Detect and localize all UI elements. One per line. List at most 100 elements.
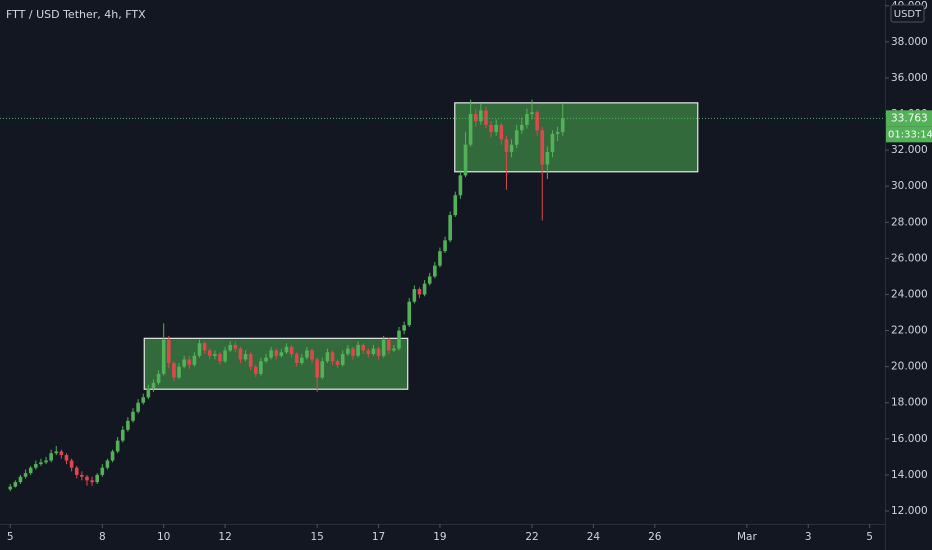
candle-body bbox=[535, 112, 539, 131]
candle-body bbox=[120, 429, 125, 441]
candle-body bbox=[177, 366, 181, 378]
candle-body bbox=[156, 373, 161, 383]
candle-body bbox=[458, 175, 463, 196]
y-tick-label: 32.000 bbox=[891, 144, 928, 156]
x-tick-label: 17 bbox=[372, 531, 385, 543]
x-tick-label: 24 bbox=[587, 531, 601, 543]
chart-title: FTT / USD Tether, 4h, FTX bbox=[6, 8, 146, 21]
candle-body bbox=[259, 361, 263, 374]
candle-body bbox=[69, 460, 74, 468]
y-tick-label: 16.000 bbox=[891, 433, 928, 445]
x-tick-label: 3 bbox=[805, 531, 812, 543]
candle-body bbox=[274, 350, 279, 356]
y-tick-label: 14.000 bbox=[891, 469, 928, 481]
candle-body bbox=[427, 276, 432, 284]
y-tick-label: 18.000 bbox=[891, 397, 928, 409]
candle-body bbox=[23, 473, 28, 477]
candle-body bbox=[34, 464, 38, 468]
countdown-tag bbox=[886, 126, 932, 143]
y-tick-label: 36.000 bbox=[891, 72, 928, 84]
candle-body bbox=[361, 345, 366, 351]
candle-body bbox=[49, 453, 53, 461]
candle-body bbox=[161, 339, 166, 374]
candle-body bbox=[59, 451, 64, 456]
x-tick-label: 19 bbox=[433, 531, 446, 543]
candle-body bbox=[448, 215, 452, 241]
candle-body bbox=[197, 343, 202, 356]
candle-body bbox=[315, 359, 319, 378]
x-tick-label: 10 bbox=[157, 531, 170, 543]
candle-body bbox=[279, 352, 284, 356]
candle-body bbox=[479, 110, 483, 122]
candle-body bbox=[115, 440, 120, 452]
candle-body bbox=[284, 346, 289, 353]
y-tick-label: 30.000 bbox=[891, 180, 928, 192]
candle-body bbox=[514, 130, 519, 145]
x-tick-label: 5 bbox=[7, 531, 14, 543]
candle-body bbox=[80, 474, 84, 477]
candle-body bbox=[39, 462, 43, 465]
candle-body bbox=[141, 397, 146, 403]
candle-body bbox=[422, 283, 427, 295]
candle-body bbox=[126, 420, 130, 430]
x-tick-label: 5 bbox=[866, 531, 873, 543]
candle-body bbox=[213, 354, 217, 356]
candle-body bbox=[100, 467, 105, 475]
x-tick-label: Mar bbox=[737, 531, 757, 543]
candle-body bbox=[356, 345, 360, 356]
candle-body bbox=[233, 345, 238, 349]
candle-body bbox=[90, 480, 94, 483]
candle-body bbox=[402, 325, 406, 331]
candle-body bbox=[223, 350, 227, 362]
candle-body bbox=[294, 354, 299, 364]
candle-body bbox=[489, 124, 493, 133]
candle-body bbox=[207, 350, 212, 356]
candle-body bbox=[417, 289, 422, 295]
candle-body bbox=[74, 467, 79, 475]
candle-body bbox=[494, 124, 499, 133]
candle-body bbox=[187, 359, 192, 365]
candle-body bbox=[289, 346, 294, 355]
x-tick-label: 26 bbox=[648, 531, 662, 543]
last-price-label: 33.763 bbox=[891, 112, 928, 124]
y-tick-label: 26.000 bbox=[891, 252, 928, 264]
candle-body bbox=[136, 402, 140, 412]
candle-body bbox=[463, 144, 468, 176]
candle-body bbox=[330, 352, 335, 362]
candle-body bbox=[264, 357, 268, 362]
candle-body bbox=[499, 124, 504, 140]
currency-label: USDT bbox=[894, 9, 922, 20]
candle-body bbox=[269, 350, 273, 358]
candle-body bbox=[131, 411, 135, 421]
candle-body bbox=[366, 350, 371, 355]
candle-body bbox=[95, 474, 99, 483]
candle-body bbox=[182, 359, 186, 367]
candle-body bbox=[386, 339, 391, 351]
candle-body bbox=[253, 366, 258, 374]
x-tick-label: 15 bbox=[310, 531, 323, 543]
candle-body bbox=[238, 348, 243, 360]
x-tick-label: 22 bbox=[525, 531, 538, 543]
candle-body bbox=[325, 352, 330, 362]
candle-body bbox=[412, 289, 417, 302]
candle-body bbox=[248, 354, 253, 367]
candle-body bbox=[18, 476, 23, 483]
candle-body bbox=[376, 348, 381, 356]
candle-body bbox=[381, 339, 386, 356]
candle-body bbox=[540, 130, 545, 165]
candle-body bbox=[110, 451, 115, 461]
countdown-label: 01:33:14 bbox=[888, 129, 932, 140]
candle-body bbox=[8, 486, 13, 490]
x-tick-label: 8 bbox=[99, 531, 106, 543]
candle-body bbox=[346, 348, 350, 355]
candle-body bbox=[151, 382, 156, 389]
currency-badge[interactable] bbox=[890, 4, 925, 23]
candle-body bbox=[172, 363, 176, 378]
candle-body bbox=[519, 124, 524, 131]
candle-body bbox=[218, 354, 222, 362]
candle-body bbox=[340, 354, 345, 365]
candle-body bbox=[202, 343, 207, 351]
candle-body bbox=[560, 118, 565, 133]
candle-body bbox=[85, 476, 89, 481]
